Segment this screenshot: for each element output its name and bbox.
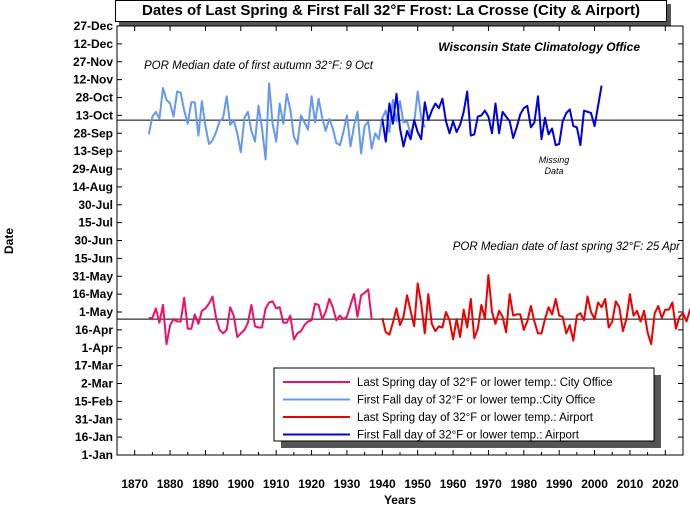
y-axis-label: Date bbox=[2, 228, 16, 254]
x-tick-label: 1890 bbox=[192, 477, 219, 491]
y-tick-label: 16-Jan bbox=[75, 430, 113, 444]
y-tick-label: 28-Oct bbox=[76, 91, 113, 105]
x-tick-label: 1990 bbox=[546, 477, 573, 491]
y-tick-label: 15-Jul bbox=[78, 216, 113, 230]
chart-title-box: Dates of Last Spring & First Fall 32°F F… bbox=[115, 0, 667, 22]
legend: Last Spring day of 32°F or lower temp.: … bbox=[273, 367, 661, 448]
x-tick-label: 1980 bbox=[510, 477, 537, 491]
y-tick-label: 31-May bbox=[72, 269, 113, 283]
series-city-spring bbox=[148, 288, 373, 346]
x-tick-label: 1880 bbox=[157, 477, 184, 491]
y-tick-label: 29-Aug bbox=[72, 162, 113, 176]
y-tick-label: 16-Apr bbox=[75, 323, 113, 337]
missing-data-annotation-line1: Missing bbox=[539, 155, 570, 165]
y-tick-label: 30-Jul bbox=[78, 198, 113, 212]
x-tick-label: 1970 bbox=[475, 477, 502, 491]
x-tick-label: 1910 bbox=[263, 477, 290, 491]
x-tick-label: 1870 bbox=[121, 477, 148, 491]
fall-median-annotation: POR Median date of first autumn 32°F: 9 … bbox=[144, 60, 374, 72]
y-tick-label: 12-Dec bbox=[74, 37, 114, 51]
y-tick-label: 17-Mar bbox=[74, 359, 113, 373]
y-tick-label: 13-Oct bbox=[76, 108, 113, 122]
x-tick-label: 1960 bbox=[440, 477, 467, 491]
x-tick-label: 1950 bbox=[404, 477, 431, 491]
x-tick-label: 1900 bbox=[227, 477, 254, 491]
y-tick-label: 30-Jun bbox=[74, 234, 113, 248]
series-city-fall bbox=[147, 82, 426, 161]
y-tick-label: 27-Dec bbox=[74, 19, 114, 33]
missing-data-annotation-line2: Data bbox=[544, 166, 563, 176]
y-tick-label: 14-Aug bbox=[72, 180, 113, 194]
y-tick-label: 1-May bbox=[79, 305, 113, 319]
legend-label: Last Spring day of 32°F or lower temp.: … bbox=[357, 412, 594, 424]
series-airport-fall bbox=[381, 85, 603, 148]
legend-label: First Fall day of 32°F or lower temp.: A… bbox=[357, 430, 580, 442]
subtitle: Wisconsin State Climatology Office bbox=[438, 40, 640, 54]
y-tick-label: 12-Nov bbox=[73, 73, 113, 87]
legend-box bbox=[273, 367, 655, 442]
legend-label: Last Spring day of 32°F or lower temp.: … bbox=[357, 377, 613, 389]
y-tick-label: 27-Nov bbox=[73, 55, 113, 69]
y-tick-label: 15-Feb bbox=[74, 394, 113, 408]
chart-title: Dates of Last Spring & First Fall 32°F F… bbox=[141, 2, 640, 19]
y-tick-label: 31-Jan bbox=[75, 412, 113, 426]
y-tick-label: 13-Sep bbox=[74, 144, 113, 158]
legend-label: First Fall day of 32°F or lower temp.:Ci… bbox=[357, 395, 595, 407]
y-tick-label: 2-Mar bbox=[81, 377, 113, 391]
x-axis-label: Years bbox=[384, 493, 416, 507]
y-tick-label: 28-Sep bbox=[74, 126, 113, 140]
y-tick-label: 1-Apr bbox=[82, 341, 114, 355]
x-tick-label: 2010 bbox=[617, 477, 644, 491]
x-tick-label: 1930 bbox=[334, 477, 361, 491]
spring-median-annotation: POR Median date of last spring 32°F: 25 … bbox=[453, 241, 681, 253]
x-tick-label: 2000 bbox=[581, 477, 608, 491]
x-tick-label: 1920 bbox=[298, 477, 325, 491]
x-tick-label: 1940 bbox=[369, 477, 396, 491]
y-tick-label: 15-Jun bbox=[74, 251, 113, 265]
y-tick-label: 1-Jan bbox=[82, 448, 113, 462]
series-airport-spring bbox=[381, 274, 690, 346]
x-tick-label: 2020 bbox=[652, 477, 679, 491]
y-tick-label: 16-May bbox=[72, 287, 113, 301]
